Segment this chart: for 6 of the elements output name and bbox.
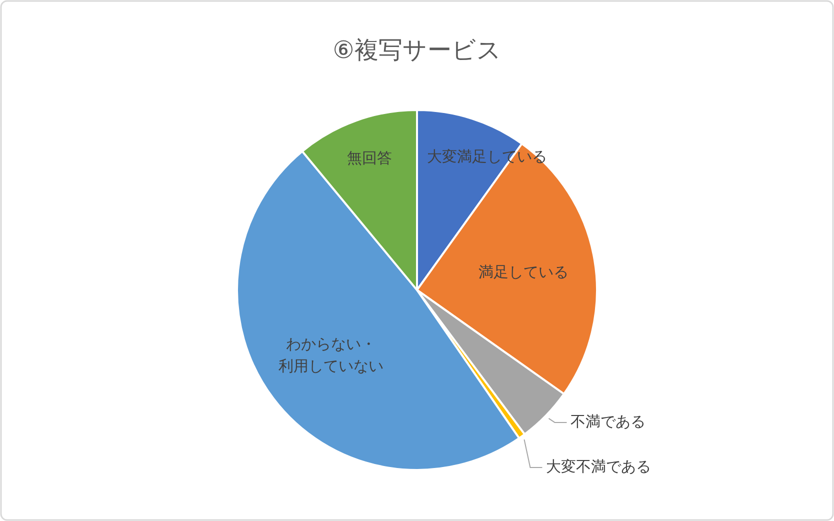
slice-label: 無回答: [346, 148, 392, 167]
slice-label: 満足している: [478, 263, 569, 282]
slice-label: 大変不満である: [546, 458, 652, 476]
slice-label: わからない・利用していない: [278, 335, 384, 376]
chart-title: ⑥複写サービス: [332, 36, 502, 64]
slice-label: 不満である: [570, 412, 646, 430]
